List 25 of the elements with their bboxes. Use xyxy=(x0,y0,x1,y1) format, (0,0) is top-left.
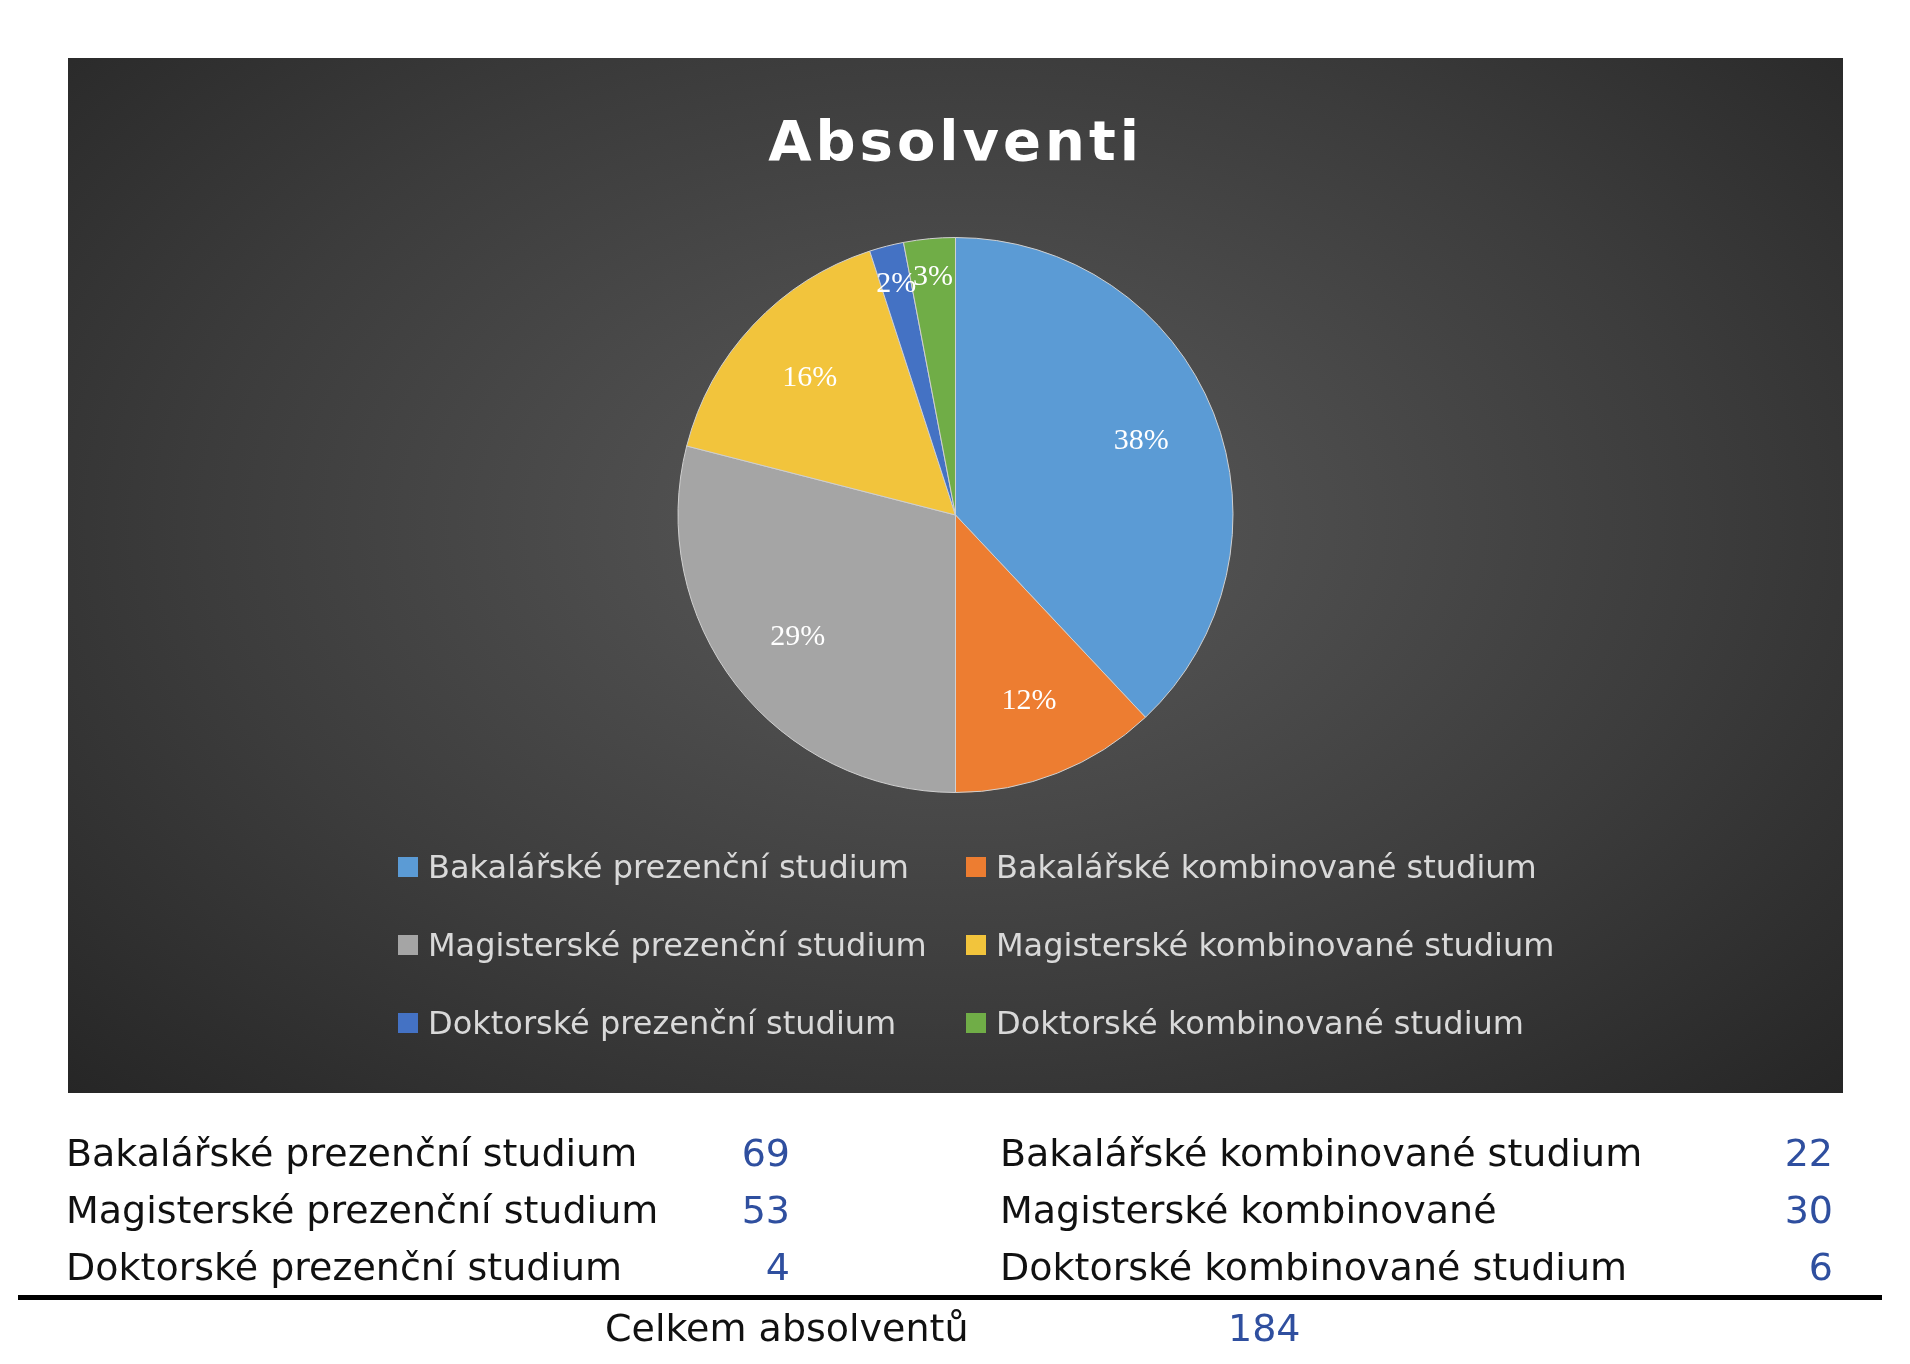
legend-label: Doktorské kombinované studium xyxy=(996,1004,1524,1042)
text: Celkem absolventů xyxy=(605,1305,969,1351)
legend-label: Bakalářské kombinované studium xyxy=(996,848,1537,886)
text: Doktorské prezenční studium xyxy=(66,1244,623,1290)
text: 22 xyxy=(1783,1130,1833,1176)
text: 184 xyxy=(1228,1305,1301,1351)
text: 53 xyxy=(740,1187,790,1233)
legend-label: Magisterské kombinované studium xyxy=(996,926,1555,964)
data-label: 16% xyxy=(782,359,838,393)
text: Magisterské kombinované xyxy=(1000,1187,1497,1233)
text: Magisterské prezenční studium xyxy=(66,1187,659,1233)
data-label: 29% xyxy=(770,618,826,652)
text: Doktorské kombinované studium xyxy=(1000,1244,1627,1290)
data-label: 12% xyxy=(1001,681,1057,715)
legend-label: Doktorské prezenční studium xyxy=(428,1004,897,1042)
text: 4 xyxy=(764,1244,790,1290)
text: Bakalářské prezenční studium xyxy=(66,1130,638,1176)
data-label: 38% xyxy=(1113,422,1169,456)
text: 69 xyxy=(740,1130,790,1176)
chart-title: Absolventi xyxy=(767,108,1144,173)
legend-label: Magisterské prezenční studium xyxy=(428,926,927,964)
text: 6 xyxy=(1807,1244,1833,1290)
text: 30 xyxy=(1783,1187,1833,1233)
legend-label: Bakalářské prezenční studium xyxy=(428,848,910,886)
text: Bakalářské kombinované studium xyxy=(1000,1130,1643,1176)
